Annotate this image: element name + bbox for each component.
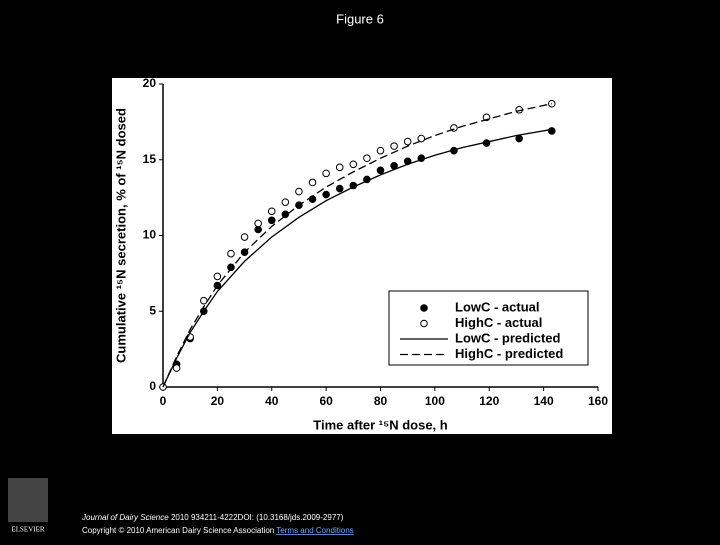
copyright: Copyright © 2010 American Dairy Science … bbox=[82, 526, 274, 535]
legend-label: LowC - actual bbox=[455, 299, 540, 314]
data-point bbox=[172, 364, 181, 372]
legend-marker bbox=[420, 319, 428, 328]
copyright-line: Copyright © 2010 American Dairy Science … bbox=[82, 526, 354, 535]
data-point bbox=[403, 137, 412, 146]
data-point bbox=[390, 142, 398, 150]
legend-marker bbox=[420, 304, 428, 312]
data-point bbox=[267, 216, 276, 225]
x-tick-label: 40 bbox=[265, 394, 279, 408]
data-point bbox=[515, 134, 523, 143]
x-tick-label: 160 bbox=[588, 394, 608, 408]
x-tick-label: 80 bbox=[374, 394, 388, 408]
data-point bbox=[322, 169, 330, 178]
data-point bbox=[227, 263, 235, 272]
legend-label: HighC - predicted bbox=[455, 346, 563, 361]
citation-text: 2010 934211-4222DOI: (10.3168/jds.2009-2… bbox=[171, 513, 344, 522]
data-point bbox=[227, 249, 235, 258]
y-axis-label: Cumulative ¹⁵N secretion, % of ¹⁵N dosed bbox=[113, 108, 128, 363]
data-point bbox=[335, 184, 344, 193]
y-tick-label: 0 bbox=[149, 379, 156, 393]
x-tick-label: 0 bbox=[160, 394, 167, 408]
y-tick-label: 5 bbox=[149, 303, 156, 317]
legend-label: LowC - predicted bbox=[455, 330, 561, 345]
data-point bbox=[335, 163, 344, 172]
line-series bbox=[162, 128, 552, 388]
chart-background bbox=[112, 78, 612, 434]
data-point bbox=[281, 210, 290, 219]
citation: Journal of Dairy Science 2010 934211-422… bbox=[81, 513, 344, 522]
journal: Journal of Dairy Science bbox=[81, 513, 169, 522]
data-point bbox=[240, 233, 249, 241]
data-point bbox=[267, 207, 276, 216]
data-point bbox=[295, 187, 303, 196]
slide-title: Figure 6 bbox=[336, 11, 384, 26]
x-tick-label: 120 bbox=[479, 394, 499, 408]
data-point bbox=[254, 219, 262, 228]
data-point bbox=[376, 146, 385, 155]
x-axis-label: Time after ¹⁵N dose, h bbox=[313, 417, 448, 432]
terms-link[interactable]: Terms and Conditions bbox=[276, 526, 353, 535]
x-tick-label: 60 bbox=[319, 394, 333, 408]
legend-box bbox=[388, 290, 589, 366]
data-point bbox=[363, 154, 371, 163]
data-point bbox=[199, 296, 208, 305]
y-tick-label: 20 bbox=[143, 76, 157, 90]
x-tick-label: 100 bbox=[425, 394, 445, 408]
data-point bbox=[547, 99, 556, 108]
legend-label: HighC - actual bbox=[455, 315, 542, 330]
data-point bbox=[213, 272, 222, 281]
data-point bbox=[547, 127, 556, 135]
plot: 0 20 40 60 80 100 120 140 160 0 5 10 15 20 Time after … bbox=[113, 76, 608, 432]
x-tick-label: 20 bbox=[211, 394, 225, 408]
logo: ELSEVIER bbox=[8, 478, 48, 534]
data-point bbox=[322, 190, 330, 199]
y-tick-label: 15 bbox=[143, 152, 157, 166]
x-tick-label: 140 bbox=[534, 394, 554, 408]
y-tick-label: 10 bbox=[143, 228, 157, 242]
data-point bbox=[349, 160, 358, 169]
logo-text: ELSEVIER bbox=[11, 526, 44, 534]
logo-tree bbox=[8, 478, 48, 522]
data-point bbox=[281, 198, 290, 206]
line-series bbox=[162, 103, 552, 388]
data-point bbox=[308, 178, 317, 187]
data-point bbox=[417, 134, 426, 143]
data-point bbox=[376, 166, 385, 175]
